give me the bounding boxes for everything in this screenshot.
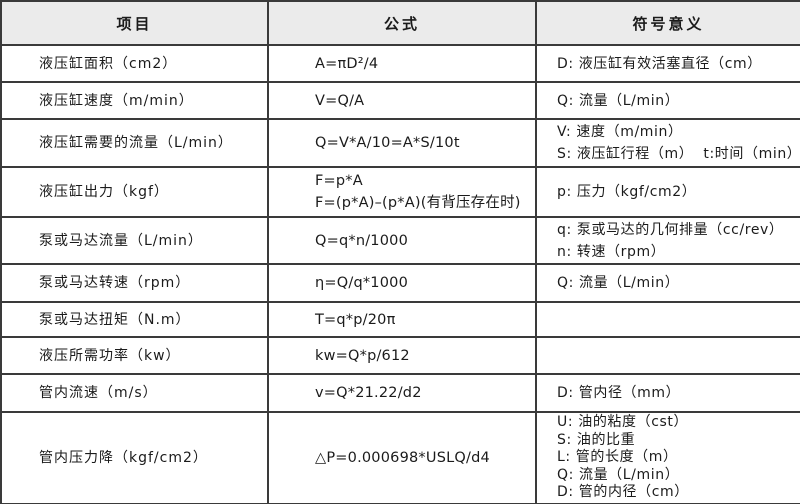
item-cell: 液压所需功率（kw）	[0, 336, 269, 375]
formula-cell: kw=Q*p/612	[267, 336, 537, 375]
item-label: 液压缸需要的流量（L/min）	[39, 135, 233, 151]
symbols-cell: U: 油的粘度（cst） S: 油的比重 L: 管的长度（m） Q: 流量（L/…	[535, 411, 800, 504]
formula-text: η=Q/q*1000	[315, 275, 408, 291]
table-row: 管内压力降（kgf/cm2） △P=0.000698*USLQ/d4 U: 油的…	[0, 411, 800, 504]
symbol-text: S: 液压缸行程（m） t:时间（min）	[557, 146, 800, 162]
symbols-cell-empty	[535, 301, 800, 338]
formula-cell: v=Q*21.22/d2	[267, 373, 537, 413]
table-row: 管内流速（m/s） v=Q*21.22/d2 D: 管内径（mm）	[0, 373, 800, 413]
formula-cell: △P=0.000698*USLQ/d4	[267, 411, 537, 504]
item-cell: 液压缸速度（m/min）	[0, 81, 269, 120]
table-row: 液压所需功率（kw） kw=Q*p/612	[0, 336, 800, 375]
symbols-cell: Q: 流量（L/min）	[535, 81, 800, 120]
formula-text: kw=Q*p/612	[315, 347, 410, 364]
symbol-text: Q: 流量（L/min）	[557, 92, 680, 109]
symbol-text: U: 油的粘度（cst）	[557, 414, 689, 431]
formula-cell: A=πD²/4	[267, 44, 537, 83]
formula-cell: Q=V*A/10=A*S/10t	[267, 118, 537, 168]
item-label: 管内流速（m/s）	[39, 385, 158, 401]
table-row: 液压缸速度（m/min） V=Q/A Q: 流量（L/min）	[0, 81, 800, 120]
item-label: 液压所需功率（kw）	[39, 347, 181, 364]
table-row: 液压缸需要的流量（L/min） Q=V*A/10=A*S/10t V: 速度（m…	[0, 118, 800, 168]
formula-text: F=(p*A)–(p*A)(有背压存在时)	[315, 195, 521, 211]
item-cell: 管内流速（m/s）	[0, 373, 269, 413]
formula-cell: F=p*A F=(p*A)–(p*A)(有背压存在时)	[267, 166, 537, 218]
symbols-cell-empty	[535, 336, 800, 375]
symbol-text: D: 管的内径（cm）	[557, 484, 689, 501]
item-label: 液压缸出力（kgf）	[39, 184, 169, 200]
symbols-cell: Q: 流量（L/min）	[535, 263, 800, 303]
header-item: 项目	[0, 0, 269, 46]
symbol-text: p: 压力（kgf/cm2）	[557, 184, 697, 200]
header-formula: 公式	[267, 0, 537, 46]
formula-text: F=p*A	[315, 173, 363, 189]
formula-text: △P=0.000698*USLQ/d4	[315, 450, 490, 466]
symbol-text: Q: 流量（L/min）	[557, 466, 680, 483]
item-label: 液压缸面积（cm2）	[39, 55, 178, 72]
formula-text: v=Q*21.22/d2	[315, 385, 422, 401]
formula-cell: V=Q/A	[267, 81, 537, 120]
table-row: 泵或马达流量（L/min） Q=q*n/1000 q: 泵或马达的几何排量（cc…	[0, 216, 800, 265]
symbol-text: n: 转速（rpm）	[557, 243, 666, 260]
symbols-cell: D: 液压缸有效活塞直径（cm）	[535, 44, 800, 83]
symbols-cell: q: 泵或马达的几何排量（cc/rev） n: 转速（rpm）	[535, 216, 800, 265]
formula-cell: Q=q*n/1000	[267, 216, 537, 265]
formula-text: Q=q*n/1000	[315, 232, 408, 249]
symbol-text: L: 管的长度（m）	[557, 449, 678, 466]
item-cell: 泵或马达扭矩（N.m）	[0, 301, 269, 338]
table-row: 泵或马达转速（rpm） η=Q/q*1000 Q: 流量（L/min）	[0, 263, 800, 303]
symbol-text: S: 油的比重	[557, 431, 636, 448]
formula-text: A=πD²/4	[315, 55, 379, 72]
item-label: 管内压力降（kgf/cm2）	[39, 450, 208, 466]
item-cell: 液压缸面积（cm2）	[0, 44, 269, 83]
table-row: 液压缸出力（kgf） F=p*A F=(p*A)–(p*A)(有背压存在时) p…	[0, 166, 800, 218]
formula-text: Q=V*A/10=A*S/10t	[315, 135, 460, 151]
item-cell: 液压缸出力（kgf）	[0, 166, 269, 218]
symbols-cell: V: 速度（m/min） S: 液压缸行程（m） t:时间（min）	[535, 118, 800, 168]
item-label: 泵或马达扭矩（N.m）	[39, 311, 191, 328]
symbols-cell: D: 管内径（mm）	[535, 373, 800, 413]
formula-text: V=Q/A	[315, 92, 365, 109]
symbol-text: Q: 流量（L/min）	[557, 275, 680, 291]
symbols-cell: p: 压力（kgf/cm2）	[535, 166, 800, 218]
table-row: 泵或马达扭矩（N.m） T=q*p/20π	[0, 301, 800, 338]
header-symbols: 符号意义	[535, 0, 800, 46]
symbol-text: V: 速度（m/min）	[557, 124, 683, 140]
header-row: 项目 公式 符号意义	[0, 0, 800, 46]
symbol-text: q: 泵或马达的几何排量（cc/rev）	[557, 221, 784, 238]
symbol-text: D: 管内径（mm）	[557, 385, 681, 401]
symbol-text: D: 液压缸有效活塞直径（cm）	[557, 55, 762, 72]
item-cell: 液压缸需要的流量（L/min）	[0, 118, 269, 168]
item-cell: 管内压力降（kgf/cm2）	[0, 411, 269, 504]
item-cell: 泵或马达流量（L/min）	[0, 216, 269, 265]
table-row: 液压缸面积（cm2） A=πD²/4 D: 液压缸有效活塞直径（cm）	[0, 44, 800, 83]
item-cell: 泵或马达转速（rpm）	[0, 263, 269, 303]
formula-cell: η=Q/q*1000	[267, 263, 537, 303]
item-label: 液压缸速度（m/min）	[39, 92, 194, 109]
item-label: 泵或马达转速（rpm）	[39, 275, 191, 291]
item-label: 泵或马达流量（L/min）	[39, 232, 203, 249]
formula-cell: T=q*p/20π	[267, 301, 537, 338]
formula-text: T=q*p/20π	[315, 311, 396, 328]
